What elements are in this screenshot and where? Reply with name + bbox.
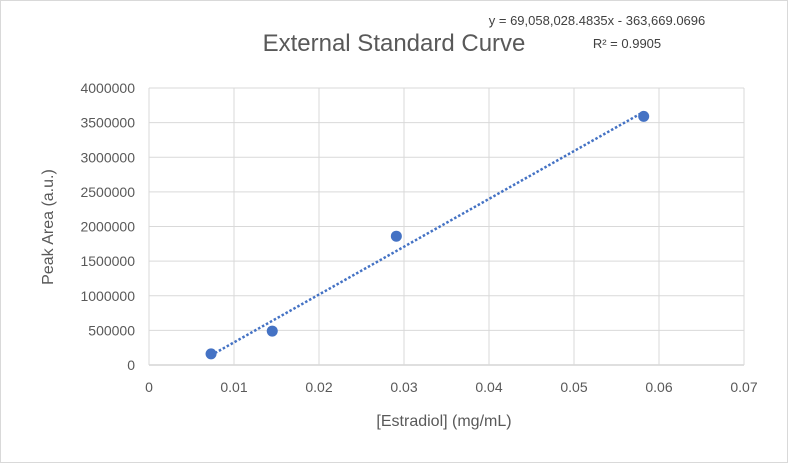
gridlines xyxy=(148,87,745,366)
y-tick-label: 3000000 xyxy=(80,149,135,165)
x-tick-label: 0 xyxy=(145,379,153,395)
data-point xyxy=(266,325,278,337)
y-tick-label: 0 xyxy=(127,357,135,373)
data-point xyxy=(638,110,650,122)
x-axis-ticks: 0 0.01 0.02 0.03 0.04 0.05 0.06 0.07 xyxy=(145,379,758,395)
y-axis-title: Peak Area (a.u.) xyxy=(40,169,57,285)
y-tick-label: 3500000 xyxy=(80,115,135,131)
y-tick-label: 500000 xyxy=(88,322,135,338)
y-tick-label: 2000000 xyxy=(80,219,135,235)
x-tick-label: 0.04 xyxy=(475,379,502,395)
data-points xyxy=(205,110,650,360)
x-tick-label: 0.06 xyxy=(645,379,672,395)
data-point xyxy=(390,230,402,242)
y-tick-label: 1000000 xyxy=(80,288,135,304)
trendline-equation: y = 69,058,028.4835x - 363,669.0696 xyxy=(489,13,706,28)
y-tick-label: 1500000 xyxy=(80,253,135,269)
y-tick-label: 4000000 xyxy=(80,80,135,96)
trendline-r-squared: R² = 0.9905 xyxy=(593,36,661,51)
x-tick-label: 0.07 xyxy=(730,379,757,395)
x-tick-label: 0.01 xyxy=(220,379,247,395)
data-point xyxy=(205,348,217,360)
x-tick-label: 0.03 xyxy=(390,379,417,395)
chart-title: External Standard Curve xyxy=(263,30,526,57)
trendline xyxy=(210,110,645,357)
x-tick-label: 0.02 xyxy=(305,379,332,395)
x-axis-title: [Estradiol] (mg/mL) xyxy=(376,413,511,430)
y-axis-ticks: 0 500000 1000000 1500000 2000000 2500000 30000… xyxy=(80,80,135,373)
y-tick-label: 2500000 xyxy=(80,184,135,200)
trendline-group xyxy=(210,110,645,357)
x-tick-label: 0.05 xyxy=(560,379,587,395)
